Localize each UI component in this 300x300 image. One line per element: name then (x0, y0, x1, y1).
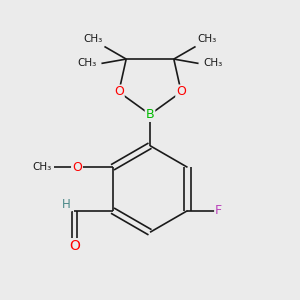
Text: O: O (176, 85, 186, 98)
Text: CH₃: CH₃ (203, 58, 222, 68)
Text: CH₃: CH₃ (33, 162, 52, 172)
Text: F: F (215, 204, 222, 217)
Text: CH₃: CH₃ (83, 34, 102, 44)
Text: H: H (62, 198, 71, 211)
Text: O: O (114, 85, 124, 98)
Text: CH₃: CH₃ (198, 34, 217, 44)
Text: B: B (146, 108, 154, 121)
Text: CH₃: CH₃ (78, 58, 97, 68)
Text: O: O (72, 161, 82, 174)
Text: O: O (69, 239, 80, 253)
